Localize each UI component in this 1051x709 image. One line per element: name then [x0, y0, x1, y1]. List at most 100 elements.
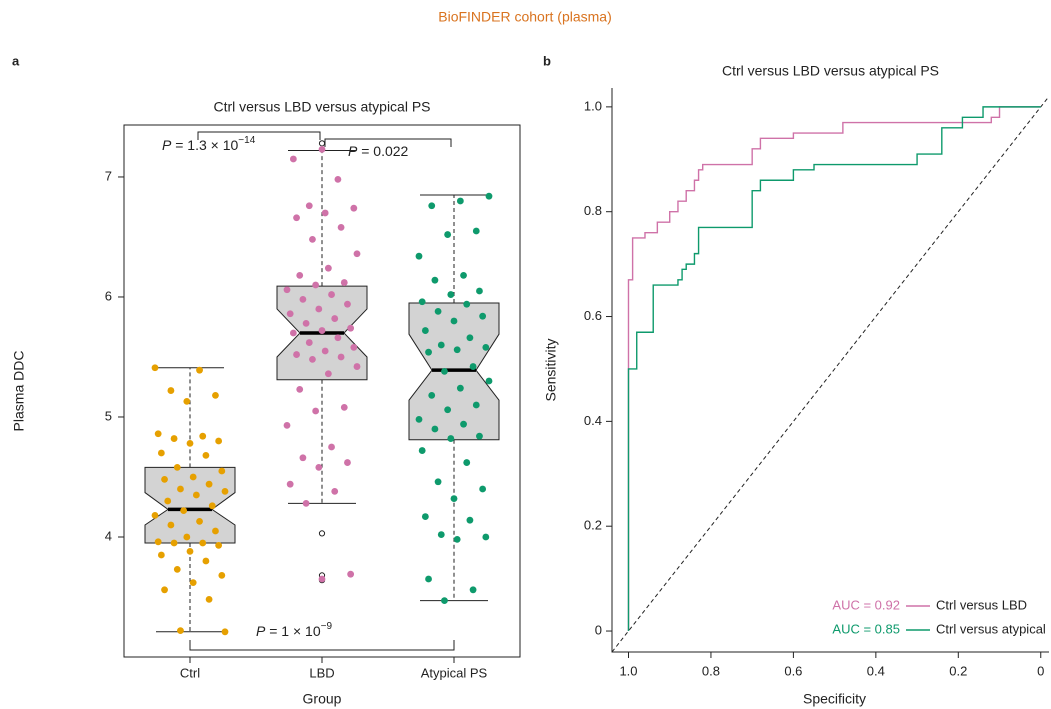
x-tick-label: Ctrl [180, 665, 200, 680]
data-point [460, 420, 467, 428]
data-point [296, 271, 304, 279]
data-point [456, 197, 464, 205]
data-point [299, 295, 307, 303]
panel-letter: b [543, 53, 551, 68]
y-tick-label: 5 [105, 408, 112, 423]
roc-curve [627, 106, 1041, 632]
data-point [347, 324, 355, 332]
data-point [466, 334, 474, 342]
x-tick-label: 0.8 [702, 663, 720, 678]
data-point [218, 467, 226, 475]
y-tick-label: 1.0 [584, 98, 602, 113]
data-point [463, 459, 471, 466]
y-tick-label: 0.8 [584, 203, 602, 218]
data-point [453, 346, 461, 354]
data-point [344, 300, 351, 308]
data-point [199, 539, 207, 547]
data-point [208, 502, 216, 510]
data-point [421, 327, 429, 334]
data-point [283, 286, 291, 294]
y-tick-label: 0 [595, 622, 602, 637]
comparison-bracket [324, 138, 452, 147]
p-value-annotation: P = 0.022 [348, 143, 409, 159]
data-point [289, 155, 297, 163]
p-text: = 0.022 [357, 143, 408, 159]
data-point [161, 586, 168, 594]
data-point [340, 403, 348, 411]
data-point [469, 363, 477, 370]
data-point [418, 298, 426, 306]
data-point [485, 192, 493, 200]
data-point [321, 209, 329, 217]
roc-curve [627, 106, 1041, 632]
data-point [205, 595, 213, 603]
data-point [177, 485, 184, 493]
reference-diagonal [611, 96, 1050, 653]
data-point [183, 533, 191, 541]
data-point [466, 516, 474, 524]
legend-label: Ctrl versus LBD [936, 597, 1027, 612]
p-symbol: P [162, 137, 172, 153]
comparison-bracket [189, 640, 455, 651]
data-point [469, 586, 477, 594]
data-point [173, 565, 181, 573]
data-point [154, 430, 162, 438]
data-point [337, 223, 345, 231]
data-point [447, 435, 455, 442]
p-text: = 1.3 × 10 [171, 137, 238, 153]
x-tick-label: LBD [309, 665, 334, 680]
data-point [286, 480, 294, 488]
data-point [415, 415, 423, 423]
data-point [186, 439, 194, 447]
data-point [324, 370, 332, 378]
data-point [431, 276, 439, 284]
axes [611, 88, 1049, 653]
data-point [318, 327, 326, 334]
data-point [437, 341, 445, 349]
data-point [312, 407, 320, 415]
legend-auc: AUC = 0.85 [832, 621, 900, 636]
data-point [450, 317, 458, 325]
data-point [312, 281, 320, 289]
data-point [186, 547, 194, 555]
data-point [472, 401, 480, 409]
data-point [347, 570, 355, 578]
y-tick-label: 0.2 [584, 518, 602, 533]
data-point [177, 627, 184, 634]
data-point [296, 385, 304, 393]
data-point [318, 575, 326, 583]
legend-auc: AUC = 0.92 [832, 597, 900, 612]
data-point [164, 497, 172, 505]
data-point [437, 531, 445, 538]
x-tick-label: 0.6 [784, 663, 802, 678]
y-tick-label: 0.6 [584, 308, 602, 323]
data-point [157, 551, 165, 559]
p-exponent: −9 [321, 621, 333, 632]
x-tick-label: 0.2 [949, 663, 967, 678]
data-point [183, 397, 191, 405]
data-point [418, 447, 426, 454]
data-point [221, 628, 229, 636]
data-point [334, 334, 342, 342]
data-point [463, 300, 471, 308]
data-point [331, 315, 339, 322]
data-point [173, 463, 181, 471]
data-point [170, 435, 178, 442]
data-point [283, 421, 291, 429]
data-point [218, 571, 226, 579]
data-point [180, 507, 188, 514]
panel-letter: a [12, 53, 20, 68]
y-tick-label: 4 [105, 528, 112, 543]
data-point [157, 449, 165, 457]
p-value-annotation: P = 1 × 10−9 [256, 621, 332, 639]
outlier [318, 530, 326, 537]
data-point [205, 480, 213, 488]
data-point [293, 214, 300, 222]
p-symbol: P [348, 143, 358, 159]
chart-title: Ctrl versus LBD versus atypical PS [213, 99, 430, 115]
data-point [305, 339, 313, 346]
comparison-bracket [197, 131, 321, 140]
p-symbol: P [256, 623, 266, 639]
data-point [212, 391, 219, 399]
